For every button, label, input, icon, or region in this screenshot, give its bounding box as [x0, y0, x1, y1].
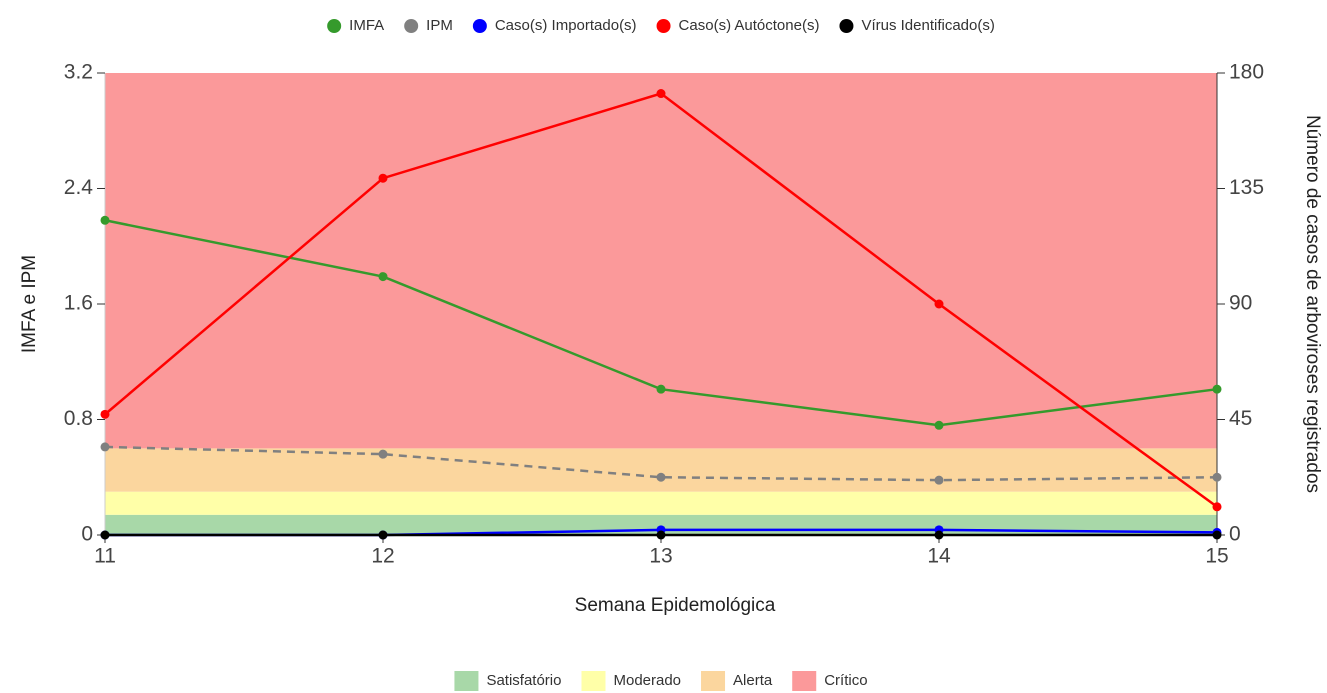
y2-tick-label: 180 — [1229, 61, 1264, 84]
data-point — [656, 472, 666, 482]
y-tick-label: 3.2 — [64, 61, 93, 84]
legend-marker — [656, 19, 671, 33]
data-point — [378, 173, 388, 183]
data-point — [378, 530, 388, 540]
legend-marker — [472, 19, 487, 33]
y-tick-label: 1.6 — [64, 292, 93, 315]
data-point — [934, 530, 944, 540]
legend-marker — [701, 671, 726, 691]
y-tick-label: 0.8 — [64, 407, 93, 430]
data-point — [100, 530, 110, 540]
data-point — [100, 442, 110, 452]
legend-label: Satisfatório — [486, 672, 561, 689]
legend-label: Vírus Identificado(s) — [861, 17, 994, 34]
y-axis-title: IMFA e IPM — [19, 255, 40, 353]
y2-axis-title: Número de casos de arboviroses registrad… — [1302, 115, 1323, 493]
legend: IMFA IPM Caso(s) Importado(s) Caso(s) Autóc… — [327, 17, 995, 34]
legend-label: Caso(s) Importado(s) — [495, 17, 637, 34]
data-point — [1212, 530, 1222, 540]
legend-marker — [454, 671, 479, 691]
legend-marker — [581, 671, 606, 691]
legend-label: IPM — [426, 17, 453, 34]
legend-marker — [792, 671, 817, 691]
legend: Satisfatório Moderado Alerta Crítico — [454, 671, 868, 691]
data-point — [100, 215, 110, 225]
data-point — [934, 420, 944, 430]
x-tick-label: 14 — [927, 545, 951, 568]
legend-marker — [327, 19, 342, 33]
data-point — [1212, 502, 1222, 512]
y2-tick-label: 90 — [1229, 292, 1252, 315]
data-point — [656, 384, 666, 394]
data-point — [1212, 472, 1222, 482]
band — [105, 448, 1217, 492]
x-axis-title: Semana Epidemológica — [575, 595, 776, 616]
legend-label: Crítico — [824, 672, 867, 689]
legend-marker — [404, 19, 419, 33]
series-line — [104, 445, 1218, 482]
data-point — [656, 89, 666, 99]
x-tick-label: 11 — [94, 545, 116, 568]
data-point — [378, 272, 388, 282]
data-point — [656, 530, 666, 540]
y-tick-label: 2.4 — [64, 176, 94, 199]
legend-label: Moderado — [613, 672, 681, 689]
y2-tick-label: 0 — [1229, 523, 1241, 546]
data-point — [378, 449, 388, 459]
y-tick-label: 0 — [81, 523, 93, 546]
y2-tick-label: 135 — [1229, 176, 1264, 199]
y2-tick-label: 45 — [1229, 407, 1252, 430]
data-point — [100, 409, 110, 419]
x-tick-label: 13 — [649, 545, 672, 568]
legend-label: Alerta — [733, 672, 773, 689]
data-point — [934, 475, 944, 485]
legend-label: Caso(s) Autóctone(s) — [679, 17, 820, 34]
band — [105, 491, 1217, 515]
x-tick-label: 15 — [1205, 545, 1228, 568]
data-point — [1212, 384, 1222, 394]
legend-marker — [839, 19, 854, 33]
x-tick-label: 12 — [371, 545, 394, 568]
data-point — [934, 299, 944, 309]
legend-label: IMFA — [349, 17, 384, 34]
